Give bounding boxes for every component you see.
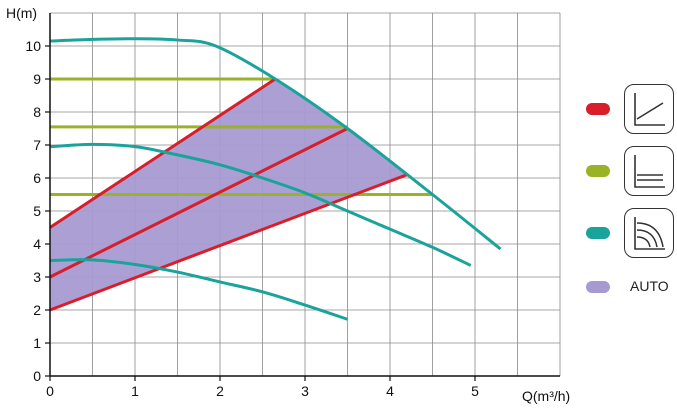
proportional-pressure-curve-2 [49,127,349,279]
y-tick-label: 9 [33,71,41,87]
x-tick-label: 1 [131,383,139,399]
legend-text-auto: AUTO [630,278,669,294]
constant-speed-curve-2 [49,142,472,267]
legend-swatch-green [586,165,610,177]
y-axis-label: H(m) [6,5,37,21]
y-tick-label: 1 [33,335,41,351]
y-tick-label: 5 [33,203,41,219]
y-tick-label: 3 [33,269,41,285]
legend-swatch-purple [586,281,610,293]
y-tick-label: 4 [33,236,41,252]
constant-speed-curve-3 [49,258,348,321]
series-layer [49,37,502,321]
legend-item-auto: AUTO [580,272,677,328]
pump-curve-chart: 0 1 2 3 4 5 6 7 8 9 10 0 1 2 3 4 5 H(m) Q(m³/h) [6,5,570,404]
legend-swatch-red [586,103,610,115]
y-tick-label: 7 [33,137,41,153]
proportional-pressure-curve-1 [49,77,277,229]
y-tick-label: 8 [33,104,41,120]
constant-speed-curve-1 [49,37,502,251]
legend: AUTO [580,0,677,408]
x-tick-label: 4 [386,383,394,399]
x-tick-label: 5 [471,383,479,399]
legend-item-constant-pressure [580,146,677,202]
constant-speed-icon [624,208,674,258]
proportional-pressure-icon [624,84,674,134]
x-tick-label: 0 [46,383,54,399]
y-tick-label: 10 [25,38,41,54]
y-tick-label: 6 [33,170,41,186]
legend-item-proportional-pressure [580,84,677,140]
legend-swatch-teal [586,227,610,239]
constant-pressure-icon [624,146,674,196]
legend-item-constant-speed [580,208,677,264]
x-tick-label: 2 [216,383,224,399]
y-tick-label: 0 [33,368,41,384]
x-axis-label: Q(m³/h) [522,388,570,404]
axes: 0 1 2 3 4 5 6 7 8 9 10 0 1 2 3 4 5 [25,13,560,399]
y-tick-label: 2 [33,302,41,318]
proportional-pressure-curve-3 [49,173,408,312]
x-tick-label: 3 [301,383,309,399]
